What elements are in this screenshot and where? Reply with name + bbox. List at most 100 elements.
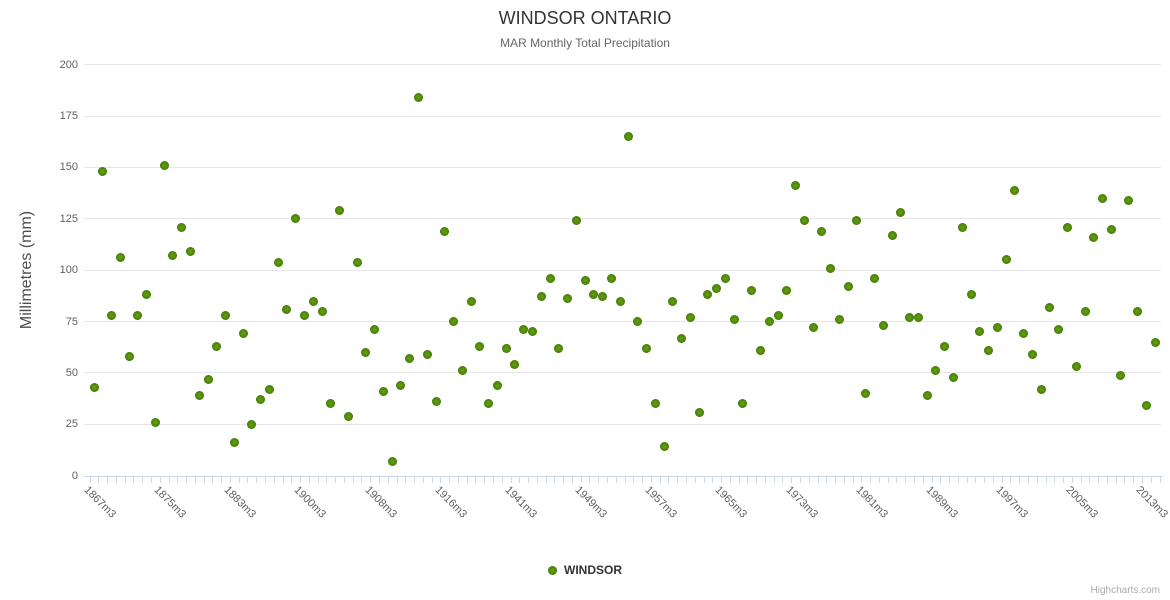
data-point[interactable] (913, 312, 923, 322)
data-point[interactable] (615, 296, 625, 306)
data-point[interactable] (975, 327, 985, 337)
data-point[interactable] (177, 222, 187, 232)
data-point[interactable] (107, 310, 117, 320)
data-point[interactable] (922, 391, 932, 401)
data-point[interactable] (563, 294, 573, 304)
data-point[interactable] (659, 442, 669, 452)
data-point[interactable] (1089, 232, 1099, 242)
data-point[interactable] (168, 251, 178, 261)
data-point[interactable] (685, 312, 695, 322)
data-point[interactable] (264, 384, 274, 394)
data-point[interactable] (606, 273, 616, 283)
data-point[interactable] (457, 366, 467, 376)
data-point[interactable] (545, 273, 555, 283)
data-point[interactable] (352, 257, 362, 267)
data-point[interactable] (1062, 222, 1072, 232)
data-point[interactable] (229, 438, 239, 448)
data-point[interactable] (720, 273, 730, 283)
data-point[interactable] (466, 296, 476, 306)
data-point[interactable] (1027, 349, 1037, 359)
data-point[interactable] (492, 380, 502, 390)
data-point[interactable] (370, 325, 380, 335)
legend[interactable]: WINDSOR (0, 563, 1170, 577)
data-point[interactable] (528, 327, 537, 337)
data-point[interactable] (624, 132, 634, 142)
data-point[interactable] (449, 317, 459, 327)
data-point[interactable] (817, 226, 827, 236)
data-point[interactable] (396, 380, 406, 390)
data-point[interactable] (291, 214, 301, 224)
data-point[interactable] (756, 345, 766, 355)
data-point[interactable] (966, 290, 976, 300)
data-point[interactable] (378, 386, 388, 396)
data-point[interactable] (677, 333, 687, 343)
data-point[interactable] (1001, 255, 1011, 265)
data-point[interactable] (852, 216, 862, 226)
data-point[interactable] (1150, 337, 1160, 347)
data-point[interactable] (1045, 302, 1055, 312)
data-point[interactable] (185, 247, 195, 257)
data-point[interactable] (764, 317, 774, 327)
data-point[interactable] (212, 341, 222, 351)
data-point[interactable] (712, 284, 722, 294)
data-point[interactable] (150, 417, 160, 427)
highcharts-credit-link[interactable]: Highcharts.com (1090, 585, 1160, 596)
data-point[interactable] (642, 343, 651, 353)
data-point[interactable] (343, 411, 353, 421)
data-point[interactable] (589, 290, 599, 300)
data-point[interactable] (413, 93, 423, 103)
data-point[interactable] (650, 399, 660, 409)
data-point[interactable] (203, 374, 213, 384)
data-point[interactable] (440, 226, 450, 236)
data-point[interactable] (422, 349, 432, 359)
data-point[interactable] (905, 312, 915, 322)
data-point[interactable] (501, 343, 511, 353)
data-point[interactable] (834, 315, 844, 325)
data-point[interactable] (431, 397, 441, 407)
data-point[interactable] (940, 341, 950, 351)
data-point[interactable] (361, 347, 371, 357)
data-point[interactable] (1141, 401, 1151, 411)
data-point[interactable] (729, 315, 739, 325)
data-point[interactable] (1106, 224, 1116, 234)
data-point[interactable] (159, 160, 169, 170)
data-point[interactable] (98, 167, 108, 177)
data-point[interactable] (826, 263, 836, 273)
data-point[interactable] (1124, 195, 1134, 205)
data-point[interactable] (1098, 193, 1108, 203)
data-point[interactable] (387, 456, 397, 466)
data-point[interactable] (1071, 362, 1081, 372)
data-point[interactable] (957, 222, 967, 232)
data-point[interactable] (808, 323, 818, 333)
data-point[interactable] (124, 352, 134, 362)
data-point[interactable] (782, 286, 792, 296)
data-point[interactable] (1054, 325, 1064, 335)
data-point[interactable] (984, 345, 994, 355)
data-point[interactable] (89, 382, 99, 392)
data-point[interactable] (747, 286, 757, 296)
data-point[interactable] (861, 389, 871, 398)
data-point[interactable] (317, 306, 327, 316)
data-point[interactable] (799, 216, 809, 226)
data-point[interactable] (405, 354, 415, 364)
data-point[interactable] (1036, 384, 1046, 394)
data-point[interactable] (633, 317, 643, 327)
data-point[interactable] (326, 399, 336, 409)
data-point[interactable] (142, 290, 152, 300)
data-point[interactable] (870, 273, 880, 283)
data-point[interactable] (1080, 306, 1090, 316)
data-point[interactable] (256, 395, 266, 405)
data-point[interactable] (335, 206, 345, 216)
data-point[interactable] (992, 323, 1002, 333)
data-point[interactable] (703, 290, 713, 300)
data-point[interactable] (133, 310, 143, 320)
data-point[interactable] (887, 230, 897, 240)
data-point[interactable] (694, 407, 704, 417)
data-point[interactable] (194, 391, 204, 401)
data-point[interactable] (598, 292, 608, 302)
data-point[interactable] (554, 343, 564, 353)
data-point[interactable] (510, 360, 520, 370)
data-point[interactable] (896, 208, 906, 218)
data-point[interactable] (238, 329, 248, 339)
data-point[interactable] (536, 292, 546, 302)
